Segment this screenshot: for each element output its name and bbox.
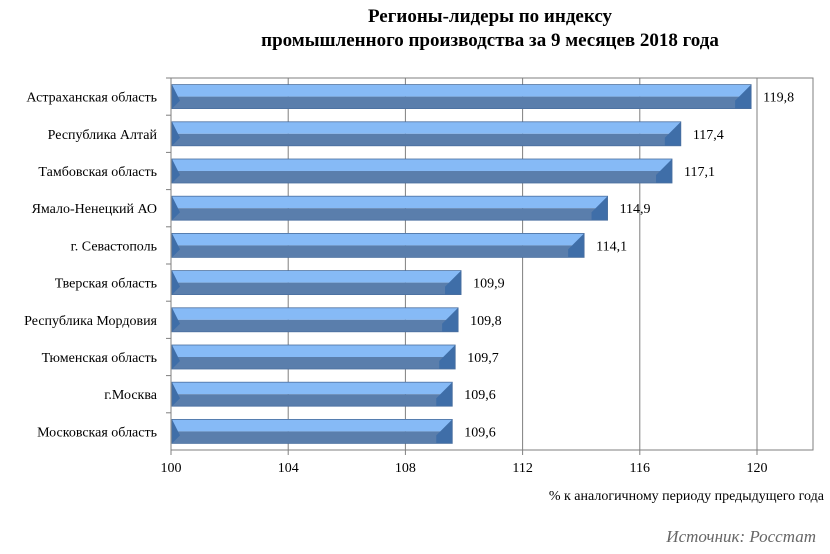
bar-left-bevel (172, 307, 180, 332)
bar (171, 158, 673, 184)
data-label: 117,1 (684, 165, 715, 180)
bar-bottom (172, 319, 459, 332)
category-label: Республика Алтай (48, 128, 158, 143)
data-label: 114,1 (596, 239, 627, 254)
bar-outline (171, 84, 752, 109)
bar-outline (171, 307, 459, 333)
bar-top (172, 121, 681, 134)
bar-outline (171, 418, 453, 444)
bar-top (172, 307, 459, 320)
bar-left-bevel (172, 382, 180, 407)
category-label: Тюменская область (42, 351, 157, 366)
bar-left-bevel (172, 159, 180, 183)
bar-bottom (172, 394, 453, 407)
bar-bottom (172, 245, 585, 258)
bar (171, 344, 456, 370)
bar-top (172, 382, 453, 395)
bar-right-bevel (735, 84, 752, 109)
bar-bottom (172, 357, 456, 369)
source-note: Источник: Росстат (666, 527, 816, 546)
category-label: Республика Мордовия (24, 314, 157, 329)
bar (171, 232, 585, 258)
x-tick-label: 120 (747, 461, 768, 476)
category-label: Астраханская область (26, 91, 157, 106)
bar-top (172, 84, 752, 97)
bar-top (172, 419, 453, 432)
bar-outline (171, 270, 462, 296)
bar-bottom (172, 208, 608, 221)
x-axis-label: % к аналогичному периоду предыдущего год… (548, 489, 824, 504)
category-label: Тамбовская область (38, 165, 157, 180)
bar (171, 121, 682, 147)
bar (171, 307, 459, 333)
category-label: г.Москва (104, 388, 158, 403)
bar-top (172, 233, 585, 246)
category-label: Московская область (37, 425, 157, 440)
bar-top (172, 270, 462, 283)
bar-right-bevel (664, 121, 681, 146)
bar-left-bevel (172, 345, 180, 369)
data-label: 109,6 (464, 388, 496, 403)
data-label: 114,9 (620, 202, 651, 217)
x-tick-label: 112 (512, 461, 532, 476)
chart-title-line2: промышленного производства за 9 месяцев … (261, 30, 719, 51)
bar-top (172, 159, 673, 171)
bar (171, 270, 462, 296)
bar-outline (171, 121, 682, 147)
x-tick-label: 108 (395, 461, 416, 476)
category-label: Тверская область (55, 277, 157, 292)
bar (171, 418, 453, 444)
bar-bottom (172, 282, 462, 295)
x-tick-label: 104 (278, 461, 299, 476)
category-label: г. Севастополь (71, 239, 157, 254)
bar-right-bevel (445, 270, 462, 295)
bar (171, 381, 453, 407)
bar-bottom (172, 431, 453, 444)
bar-outline (171, 381, 453, 407)
bar-outline (171, 232, 585, 258)
data-label: 109,8 (470, 314, 502, 329)
bar-right-bevel (442, 307, 459, 332)
bar (171, 84, 752, 109)
bar-right-bevel (568, 233, 585, 258)
bar-right-bevel (591, 196, 608, 221)
bar-right-bevel (436, 382, 453, 407)
bar (171, 195, 608, 221)
bar-bottom (172, 133, 681, 146)
chart-title-line1: Регионы-лидеры по индексу (367, 6, 613, 27)
data-label: 109,7 (467, 351, 499, 366)
data-label: 109,9 (473, 277, 505, 292)
x-tick-label: 116 (630, 461, 650, 476)
bar-left-bevel (172, 270, 180, 295)
bar-outline (171, 195, 608, 221)
bar-left-bevel (172, 196, 180, 221)
bar-right-bevel (439, 345, 456, 369)
data-label: 119,8 (763, 91, 794, 106)
bar-bottom (172, 171, 673, 183)
bar-left-bevel (172, 419, 180, 444)
bar-left-bevel (172, 121, 180, 146)
bar-outline (171, 158, 673, 184)
category-label: Ямало-Ненецкий АО (32, 202, 157, 217)
bar-outline (171, 344, 456, 370)
data-label: 109,6 (464, 425, 496, 440)
data-label: 117,4 (693, 128, 724, 143)
bar-left-bevel (172, 233, 180, 258)
bar-right-bevel (656, 159, 673, 183)
bar-right-bevel (436, 419, 453, 444)
bar-top (172, 345, 456, 357)
bar-left-bevel (172, 84, 180, 109)
bar-top (172, 196, 608, 209)
bar-bottom (172, 96, 752, 109)
x-tick-label: 100 (161, 461, 182, 476)
